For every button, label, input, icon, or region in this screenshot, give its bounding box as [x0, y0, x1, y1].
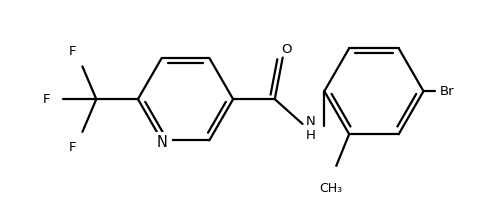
Text: N: N — [156, 135, 167, 150]
Text: F: F — [69, 45, 76, 57]
Text: F: F — [69, 141, 76, 154]
Text: O: O — [281, 43, 292, 56]
Bar — [152, 132, 171, 150]
Text: N
H: N H — [306, 115, 316, 142]
Text: CH₃: CH₃ — [320, 182, 343, 195]
Text: Br: Br — [439, 85, 454, 98]
Text: F: F — [43, 93, 51, 106]
